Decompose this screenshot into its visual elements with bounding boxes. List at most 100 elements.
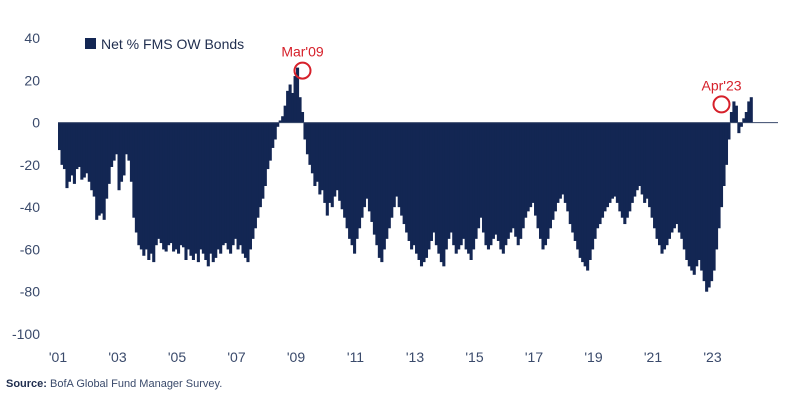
bar — [167, 122, 171, 246]
bar — [382, 122, 386, 250]
bar — [630, 122, 634, 203]
bar — [700, 122, 704, 271]
annotation-label: Mar'09 — [281, 44, 324, 60]
bar — [58, 122, 62, 151]
bar — [477, 122, 481, 229]
bar — [648, 122, 652, 208]
bar — [367, 122, 371, 212]
bar — [662, 122, 667, 250]
bar — [273, 122, 277, 140]
bar — [712, 122, 716, 271]
bar — [600, 122, 605, 218]
bar — [119, 122, 124, 182]
bar — [489, 122, 493, 246]
bar — [390, 122, 394, 218]
bar — [551, 122, 555, 220]
bar — [710, 122, 714, 282]
bar — [667, 122, 671, 239]
bar — [117, 122, 121, 191]
bar — [734, 105, 738, 123]
bar — [707, 122, 711, 288]
bar — [692, 122, 696, 275]
bar — [298, 97, 302, 123]
bar — [286, 90, 290, 123]
bar — [211, 122, 215, 263]
bar — [62, 122, 67, 170]
bar — [658, 122, 662, 246]
bar — [206, 122, 210, 267]
bar — [335, 122, 339, 191]
bar — [615, 122, 619, 203]
bar — [650, 122, 654, 218]
bar — [744, 112, 748, 123]
legend: Net % FMS OW Bonds — [85, 36, 244, 52]
x-tick-label: '21 — [644, 349, 662, 365]
bar — [402, 122, 406, 225]
bar — [112, 122, 116, 161]
bar — [333, 122, 337, 197]
bar — [459, 122, 463, 246]
bar — [715, 122, 719, 250]
bar — [521, 122, 525, 229]
bar — [82, 122, 86, 178]
bar — [553, 122, 557, 212]
bar — [328, 122, 332, 203]
bar — [201, 122, 205, 254]
bar — [410, 122, 414, 250]
bar — [571, 122, 575, 233]
bar — [665, 122, 669, 246]
bar — [305, 122, 310, 155]
bar — [268, 122, 272, 161]
annotation-label: Apr'23 — [701, 77, 741, 93]
bar — [531, 122, 535, 203]
x-tick-label: '17 — [525, 349, 543, 365]
bar — [618, 122, 622, 212]
bar — [581, 122, 585, 263]
bar — [142, 122, 146, 256]
bar — [538, 122, 543, 239]
bar — [360, 122, 364, 218]
bar — [705, 122, 709, 292]
bar — [75, 122, 79, 170]
bar — [345, 122, 349, 229]
bar — [189, 122, 193, 256]
x-axis: '01 '03 '05 '07 '09 '11 '13 '15 '17 '19 '21 '23 — [49, 349, 722, 365]
bar — [628, 122, 632, 212]
bar — [536, 122, 540, 229]
bar — [541, 122, 545, 250]
bar — [484, 122, 488, 246]
bar — [638, 122, 642, 186]
bar — [442, 122, 446, 267]
bar — [474, 122, 478, 239]
bar — [221, 122, 225, 246]
bar — [355, 122, 359, 239]
x-tick-label: '05 — [168, 349, 186, 365]
bar — [682, 122, 686, 250]
bar — [511, 122, 515, 229]
bar — [261, 122, 265, 199]
bar — [243, 122, 248, 258]
bar — [724, 122, 729, 165]
bar — [300, 112, 305, 123]
bar — [576, 122, 580, 250]
bar — [149, 122, 153, 254]
bar — [727, 122, 731, 140]
bar — [501, 122, 505, 254]
x-tick-label: '15 — [465, 349, 483, 365]
y-tick-label: -60 — [20, 241, 40, 257]
bar — [578, 122, 582, 258]
bar — [60, 122, 64, 165]
bar — [464, 122, 468, 250]
bar — [256, 122, 260, 218]
x-tick-label: '11 — [347, 349, 364, 365]
source-note: Source: BofA Global Fund Manager Survey. — [6, 378, 222, 390]
bar — [546, 122, 550, 239]
bar — [115, 122, 119, 155]
bar — [392, 122, 396, 208]
source-text: BofA Global Fund Manager Survey. — [46, 378, 223, 390]
bar — [749, 97, 753, 123]
x-tick-label: '13 — [406, 349, 424, 365]
y-tick-label: -40 — [20, 199, 40, 215]
bar — [558, 122, 562, 199]
